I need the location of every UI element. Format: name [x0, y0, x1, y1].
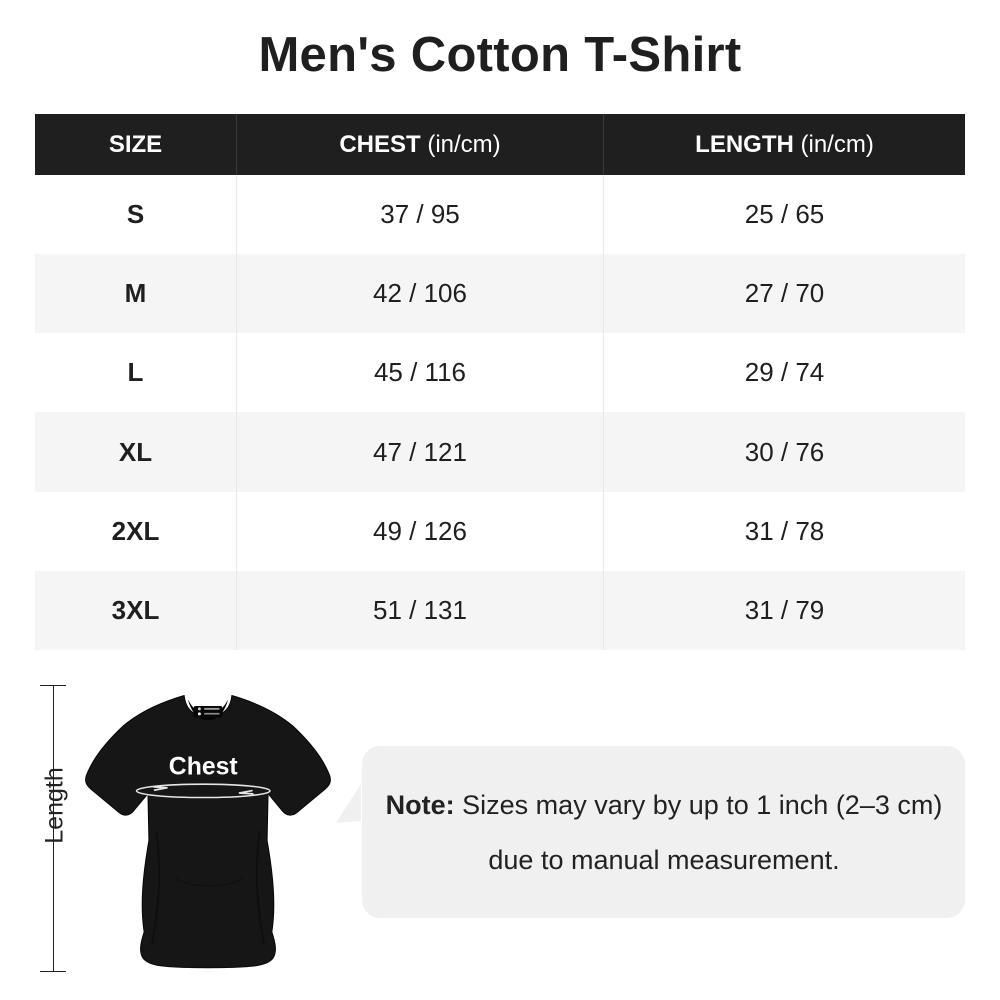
svg-text:Chest: Chest	[169, 754, 238, 781]
